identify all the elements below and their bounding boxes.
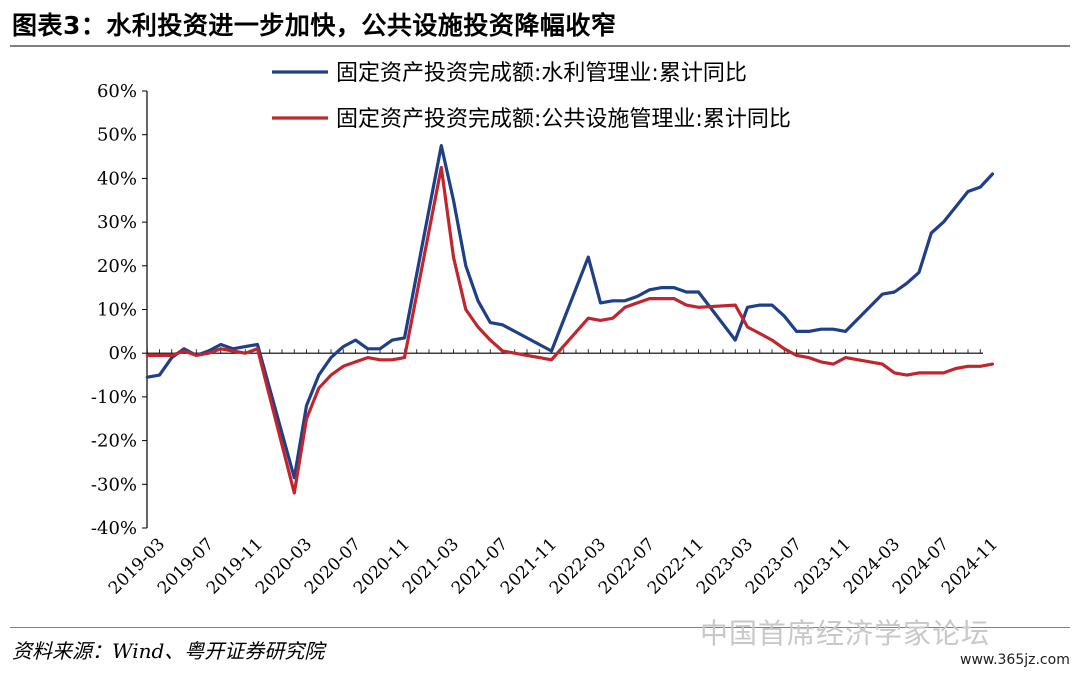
y-tick-label: -30%	[91, 474, 137, 495]
series-lines	[145, 144, 995, 495]
source-note: 资料来源：Wind、粤开证券研究院	[12, 639, 325, 663]
watermark-text: 中国首席经济学家论坛	[700, 617, 991, 650]
x-axis: 2019-032019-072019-112020-032020-072020-…	[105, 349, 1002, 598]
y-tick-label: -20%	[91, 431, 137, 452]
title-divider	[10, 45, 1070, 47]
y-tick-label: 50%	[97, 125, 137, 146]
chart-legend: 固定资产投资完成额:水利管理业:累计同比固定资产投资完成额:公共设施管理业:累计…	[272, 61, 791, 132]
footer-divider	[10, 627, 1070, 628]
watermark-url: www.365jz.com	[960, 652, 1070, 668]
y-axis: 60% 50% 40% 30% 20% 10% 0% -10% -20% -30% -40%	[91, 81, 148, 539]
y-tick-label: 30%	[97, 212, 137, 233]
legend-label: 固定资产投资完成额:公共设施管理业:累计同比	[336, 107, 791, 132]
legend-label: 固定资产投资完成额:水利管理业:累计同比	[336, 61, 747, 86]
y-tick-label: -10%	[91, 387, 137, 408]
page-title: 图表3：水利投资进一步加快，公共设施投资降幅收窄	[12, 11, 617, 40]
y-tick-label: 40%	[97, 168, 137, 189]
series-line-public-facilities	[145, 165, 995, 495]
y-tick-label: 0%	[108, 343, 137, 364]
y-tick-label: 20%	[97, 256, 137, 277]
series-line-water	[145, 144, 995, 480]
y-tick-label: 10%	[97, 300, 137, 321]
y-tick-label: -40%	[91, 518, 137, 539]
y-tick-label: 60%	[97, 81, 137, 102]
